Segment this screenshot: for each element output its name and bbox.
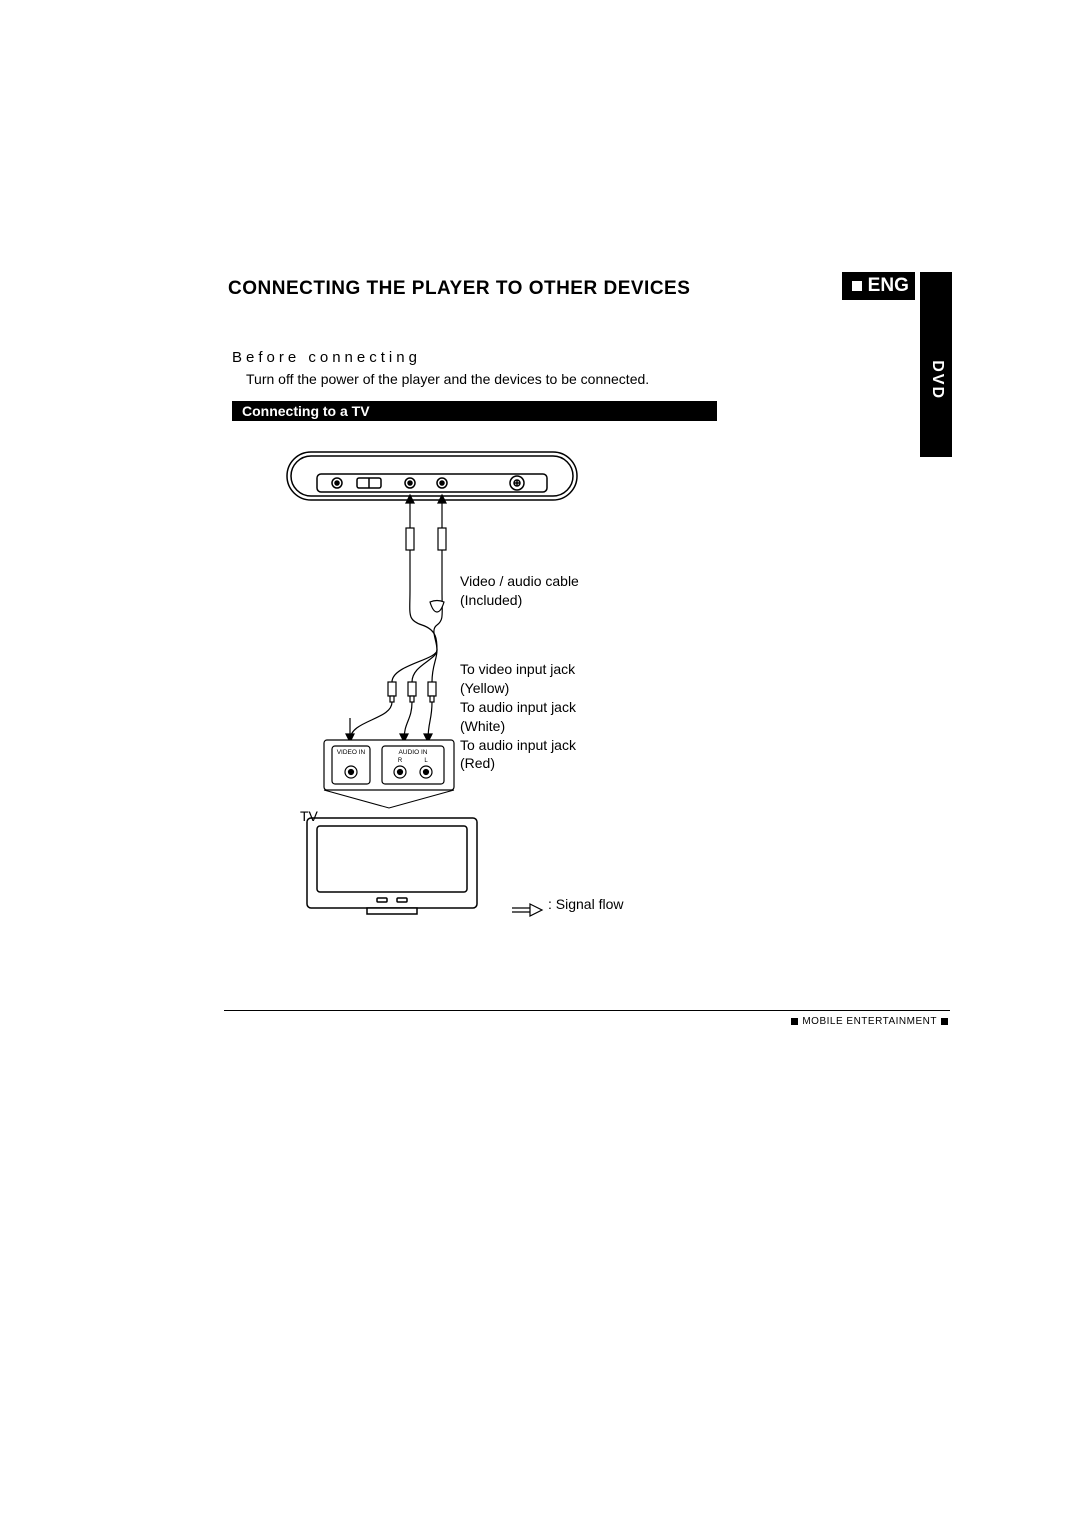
jack-audio-white: To audio input jack — [460, 699, 576, 715]
jack-audio-red-color: (Red) — [460, 755, 495, 771]
connection-diagram: VIDEO IN AUDIO IN R L — [232, 440, 717, 940]
bullet-icon — [852, 281, 862, 291]
jack-audio-red: To audio input jack — [460, 737, 576, 753]
cable-label: Video / audio cable (Included) — [460, 572, 579, 610]
lang-code: ENG — [868, 275, 909, 297]
footer-rule — [224, 1010, 950, 1011]
bullet-icon — [791, 1018, 798, 1025]
audio-in-label: AUDIO IN — [399, 749, 428, 756]
cable-label-1: Video / audio cable — [460, 573, 579, 589]
jack-video-color: (Yellow) — [460, 680, 509, 696]
page-title: CONNECTING THE PLAYER TO OTHER DEVICES — [228, 278, 690, 300]
tv-label: TV — [300, 807, 318, 826]
side-tab-label: DVD — [928, 360, 946, 400]
bullet-icon — [941, 1018, 948, 1025]
jack-audio-white-color: (White) — [460, 718, 505, 734]
footer-label: MOBILE ENTERTAINMENT — [802, 1016, 937, 1027]
signal-flow-label: : Signal flow — [548, 895, 623, 914]
jack-labels: To video input jack (Yellow) To audio in… — [460, 660, 576, 773]
jack-video: To video input jack — [460, 661, 575, 677]
cable-label-2: (Included) — [460, 592, 522, 608]
before-heading: Before connecting — [232, 349, 421, 366]
section-bar: Connecting to a TV — [232, 401, 717, 421]
audio-r-label: R — [398, 758, 403, 764]
footer-text: MOBILE ENTERTAINMENT — [791, 1016, 948, 1027]
video-in-label: VIDEO IN — [337, 749, 366, 756]
before-text: Turn off the power of the player and the… — [246, 371, 649, 387]
